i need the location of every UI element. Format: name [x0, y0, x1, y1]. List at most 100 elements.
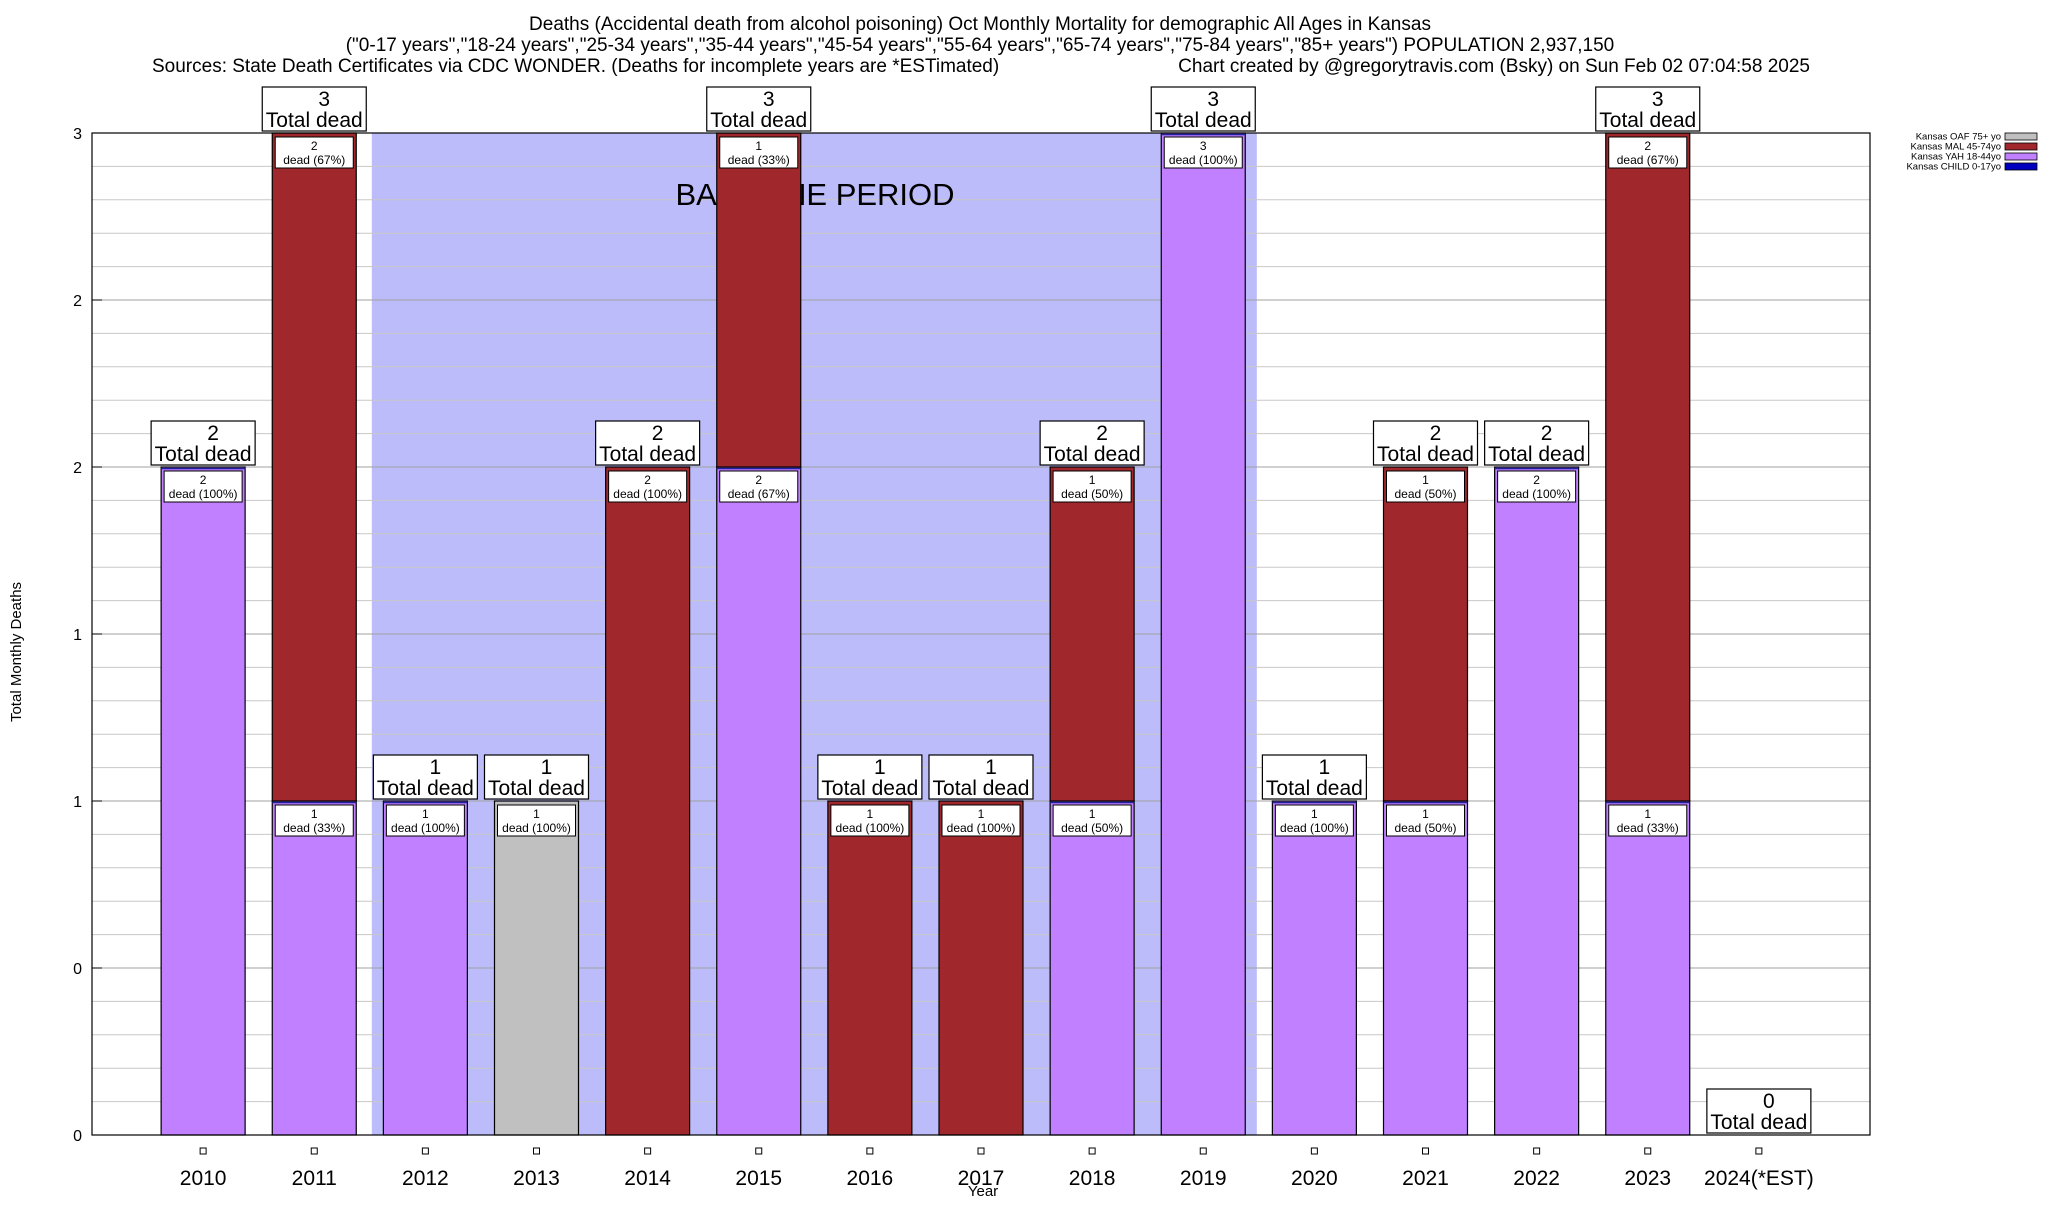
segment-label-count: 3: [1200, 139, 1207, 153]
x-axis-label: Year: [968, 1183, 998, 1200]
segment-label-box: [941, 804, 1021, 837]
total-label-box: [595, 420, 701, 466]
segment-label-box: [1052, 470, 1132, 503]
bar-segment: [1271, 800, 1357, 1136]
bar-segment: [160, 466, 246, 1136]
segment-label-count: 1: [533, 807, 540, 821]
total-label-caption: Total dead: [155, 443, 252, 466]
x-tick-label: 2021: [1402, 1167, 1449, 1190]
total-label-count: 1: [541, 756, 553, 779]
segment-label-text: dead (100%): [613, 487, 682, 501]
total-label-count: 2: [1096, 422, 1108, 445]
segment-label-count: 1: [1089, 473, 1096, 487]
segment-label-box: [719, 470, 799, 503]
segment-label-count: 1: [755, 139, 762, 153]
segment-label-text: dead (33%): [283, 821, 345, 835]
total-label-box: [1484, 420, 1590, 466]
segment-label-text: dead (100%): [169, 487, 238, 501]
x-tick-marker: [866, 1147, 874, 1155]
bar-segment: [271, 800, 357, 1136]
segment-label-text: dead (100%): [836, 821, 905, 835]
total-label-caption: Total dead: [710, 109, 807, 132]
segment-label-text: dead (100%): [1169, 153, 1238, 167]
x-tick-label: 2013: [513, 1167, 560, 1190]
bar-segment: [716, 466, 802, 1136]
segment-label-count: 1: [978, 807, 985, 821]
total-label-count: 1: [874, 756, 886, 779]
total-label-count: 3: [763, 88, 775, 111]
total-label-box: [1372, 420, 1479, 466]
total-label-caption: Total dead: [1599, 109, 1696, 132]
total-label-box: [150, 420, 256, 466]
total-label-box: [1261, 754, 1367, 800]
x-tick-label: 2018: [1069, 1167, 1116, 1190]
segment-label-box: [719, 136, 799, 169]
chart-title-line-1: Deaths (Accidental death from alcohol po…: [529, 14, 1431, 35]
x-tick-marker: [533, 1147, 540, 1155]
bar-segment: [1605, 800, 1691, 1136]
y-tick-label: 2: [73, 460, 82, 477]
segment-label-count: 2: [755, 473, 762, 487]
x-tick-label: 2014: [624, 1167, 671, 1190]
segment-label-box: [1608, 804, 1688, 837]
segment-label-count: 2: [1533, 473, 1540, 487]
y-tick-label: 0: [73, 961, 82, 978]
legend-label: Kansas MAL 45-74yo: [1911, 142, 2001, 153]
total-label-count: 1: [985, 756, 997, 779]
x-tick-label: 2020: [1291, 1167, 1338, 1190]
segment-label-text: dead (50%): [1061, 487, 1123, 501]
y-tick-label: 0: [73, 1128, 82, 1145]
x-tick-marker: [1088, 1147, 1096, 1155]
segment-label-text: dead (100%): [947, 821, 1016, 835]
segment-label-count: 2: [200, 473, 207, 487]
bar-segment: [493, 800, 580, 1136]
segment-label-box: [1497, 470, 1577, 503]
bar-segment: [938, 800, 1024, 1136]
total-label-caption: Total dead: [599, 443, 696, 466]
plot-border: [91, 132, 1871, 1136]
segment-label-count: 2: [644, 473, 651, 487]
total-label-box: [261, 86, 367, 132]
x-tick-label: 2012: [402, 1167, 449, 1190]
segment-label-box: [1274, 804, 1354, 837]
segment-label-text: dead (100%): [1502, 487, 1571, 501]
bar-segment: [1605, 132, 1691, 802]
total-label-count: 2: [1541, 422, 1553, 445]
y-axis-label: Total Monthly Deaths: [8, 582, 25, 722]
bar-segment: [271, 132, 357, 802]
bar-segment: [1494, 466, 1580, 1136]
legend-label: Kansas YAH 18-44yo: [1911, 152, 2001, 163]
bar-segment: [1382, 466, 1469, 802]
bar-segment: [1049, 800, 1135, 1136]
x-tick-marker: [1310, 1147, 1318, 1155]
total-label-box: [1150, 86, 1256, 132]
segment-label-box: [1163, 136, 1243, 169]
segment-label-count: 1: [1644, 807, 1651, 821]
total-label-caption: Total dead: [1377, 443, 1474, 466]
segment-label-text: dead (67%): [283, 153, 345, 167]
total-label-count: 2: [207, 422, 219, 445]
x-tick-marker: [1755, 1147, 1763, 1155]
y-tick-label: 2: [73, 293, 82, 310]
bar-segment: [1049, 466, 1135, 802]
segment-label-text: dead (50%): [1061, 821, 1123, 835]
total-label-count: 1: [430, 756, 442, 779]
total-label-box: [817, 754, 923, 800]
segment-label-count: 1: [867, 807, 874, 821]
total-label-count: 3: [1652, 88, 1664, 111]
legend-swatch: [2004, 132, 2038, 141]
bar-segment: [827, 800, 913, 1136]
segment-label-box: [274, 136, 354, 169]
total-label-caption: Total dead: [821, 777, 918, 800]
segment-label-count: 1: [1089, 807, 1096, 821]
total-label-box: [372, 754, 478, 800]
total-label-box: [483, 754, 590, 800]
total-label-caption: Total dead: [377, 777, 474, 800]
x-tick-marker: [1533, 1147, 1541, 1155]
total-label-count: 2: [652, 422, 664, 445]
total-label-count: 3: [318, 88, 330, 111]
segment-label-box: [274, 804, 354, 837]
x-tick-label: 2023: [1624, 1167, 1671, 1190]
legend-swatch: [2004, 142, 2038, 151]
